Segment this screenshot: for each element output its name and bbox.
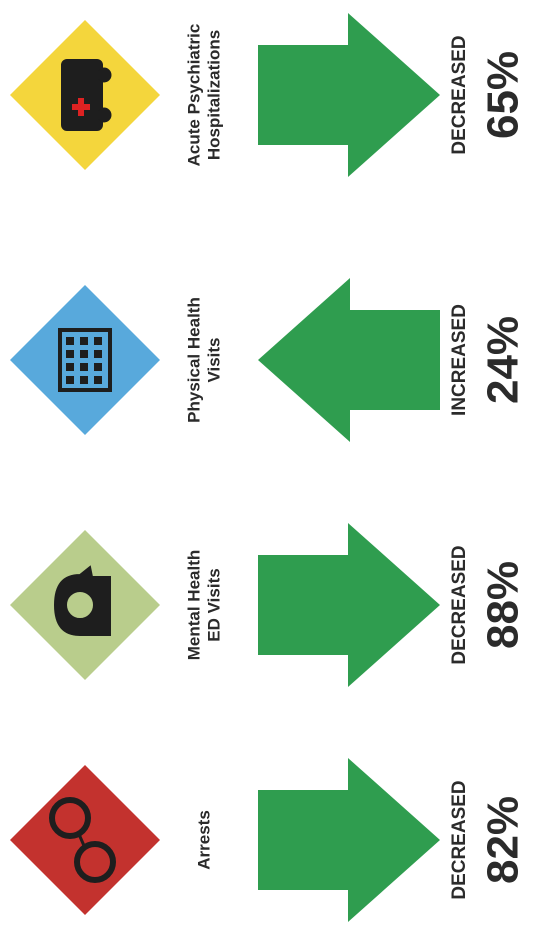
arrow [258, 13, 440, 177]
wheel [96, 107, 112, 123]
icon [61, 59, 112, 131]
window [80, 337, 88, 345]
indicator: Mental Health ED Visits DECREASED 88% [10, 523, 528, 687]
window [94, 363, 102, 371]
indicator-label: Visits [204, 337, 223, 382]
indicator: Physical Health Visits INCREASED 24% [10, 278, 528, 442]
percent: 88% [479, 561, 528, 649]
chain [76, 831, 87, 849]
status: DECREASED [449, 545, 470, 664]
indicator-label: Acute Psychiatric [184, 24, 203, 167]
indicator-label: Arrests [194, 810, 213, 870]
indicator-label: Physical Health [184, 297, 203, 423]
percent: 24% [479, 316, 528, 404]
window [94, 337, 102, 345]
indicator: Acute Psychiatric Hospitalizations DECREAS… [10, 13, 528, 177]
window [66, 363, 74, 371]
arrow [258, 523, 440, 687]
indicator-label: Mental Health [184, 550, 203, 661]
window [80, 376, 88, 384]
cross-h [78, 98, 84, 116]
ambulance [61, 59, 103, 131]
brain [65, 590, 95, 620]
diamond [10, 285, 160, 435]
diamond [10, 765, 160, 915]
window [66, 350, 74, 358]
indicator-label: ED Visits [204, 568, 223, 641]
icon [49, 797, 116, 883]
status: DECREASED [449, 780, 470, 899]
arrow [258, 278, 440, 442]
window [66, 337, 74, 345]
percent: 82% [479, 796, 528, 884]
window [80, 350, 88, 358]
window [66, 376, 74, 384]
status: INCREASED [449, 304, 470, 416]
icon [58, 328, 112, 392]
indicator: Arrests DECREASED 82% [10, 758, 528, 922]
indicator-label: Hospitalizations [204, 30, 223, 160]
building [58, 328, 112, 392]
status: DECREASED [449, 35, 470, 154]
icon [53, 565, 111, 636]
arrow [258, 758, 440, 922]
window [94, 350, 102, 358]
percent: 65% [479, 51, 528, 139]
cuff [49, 797, 91, 839]
rotated-content: Arrests DECREASED 82% Mental Health ED Visit… [10, 13, 528, 922]
wheel [96, 67, 112, 83]
window [94, 376, 102, 384]
cuff [74, 841, 116, 883]
window [80, 363, 88, 371]
